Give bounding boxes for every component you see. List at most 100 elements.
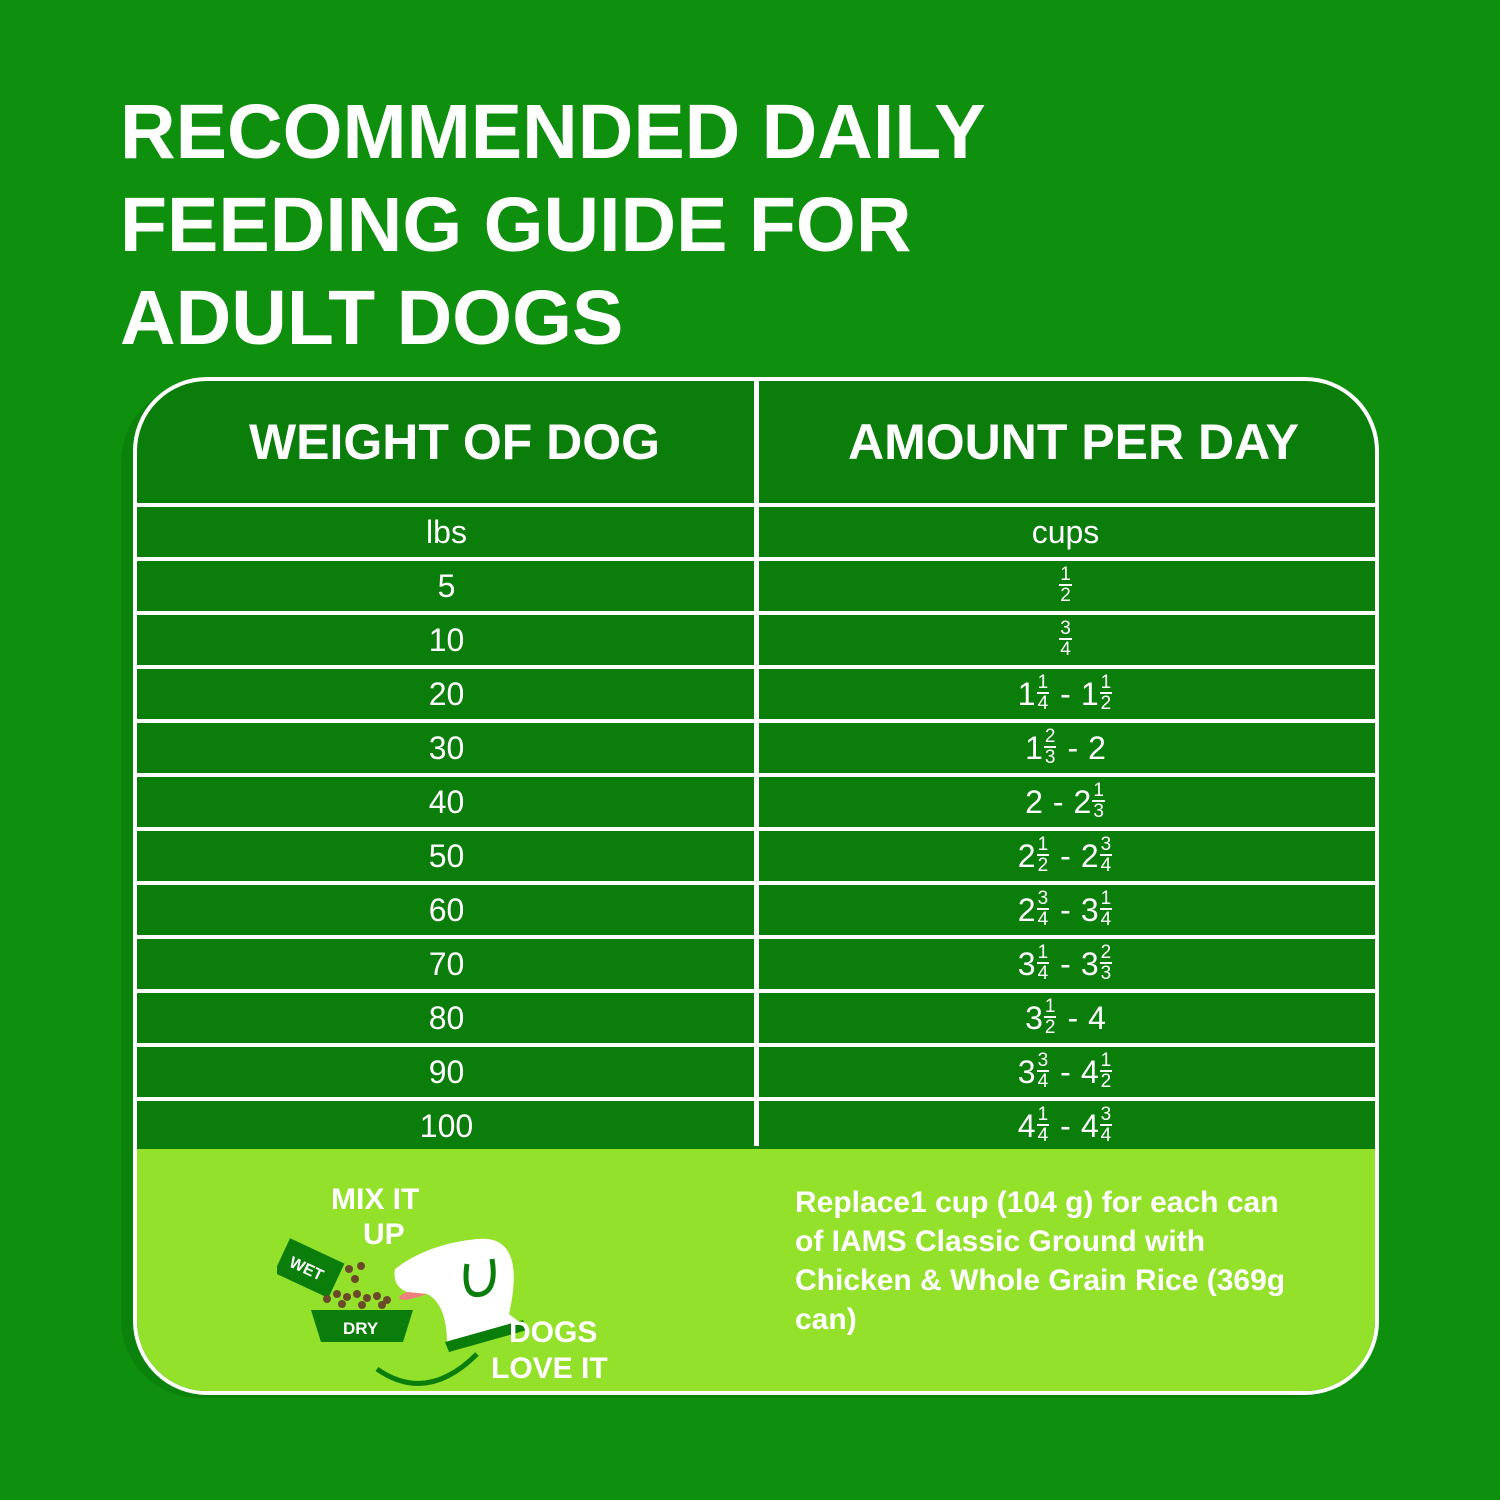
dog-head-icon (394, 1238, 527, 1352)
table-row: 50 2 1 2-2 3 4 (137, 831, 1375, 881)
table-row: 20 1 1 4-1 1 2 (137, 669, 1375, 719)
weight-cell: lbs (426, 513, 467, 550)
table-row: 70 3 1 4-3 2 3 (137, 939, 1375, 989)
whole-number: 2 (1080, 837, 1099, 874)
table-header: WEIGHT OF DOG AMOUNT PER DAY (137, 381, 1375, 503)
weight-cell: 10 (428, 621, 465, 658)
whole-number: 3 (1080, 891, 1099, 928)
dry-label: DRY (343, 1319, 379, 1338)
whole-number: 3 (1017, 945, 1036, 982)
whole-number: 2 (1025, 783, 1043, 820)
table-row: 10 3 4 (137, 615, 1375, 665)
table-row: 40 2-2 1 3 (137, 777, 1375, 827)
range-dash: - (1060, 945, 1071, 982)
range-dash: - (1060, 1053, 1071, 1090)
table-row: 90 3 3 4-4 1 2 (137, 1047, 1375, 1097)
whole-number: 3 (1017, 1053, 1036, 1090)
feeding-table: WEIGHT OF DOG AMOUNT PER DAY lbs cups 5 1 2 1… (133, 377, 1379, 1395)
kibble-icon (323, 1262, 391, 1309)
whole-number: 2 (1017, 837, 1036, 874)
range-dash: - (1052, 783, 1064, 820)
header-amount: AMOUNT PER DAY (848, 414, 1299, 470)
weight-cell: 60 (428, 891, 465, 928)
whole-number: 2 (1088, 729, 1106, 766)
whole-number: 3 (1025, 999, 1043, 1036)
whole-number: 3 (1080, 945, 1099, 982)
weight-cell: 70 (428, 945, 465, 982)
weight-cell: 80 (428, 999, 465, 1036)
whole-number: 2 (1017, 891, 1036, 928)
units-row: lbs cups (137, 507, 1375, 557)
replacement-note: Replace1 cup (104 g) for each can of IAM… (795, 1186, 1286, 1336)
up-label: UP (363, 1218, 405, 1251)
weight-cell: 5 (437, 567, 456, 604)
whole-number: 4 (1080, 1053, 1099, 1090)
mix-section: MIX IT UP WET DRY DOGS LOVE IT Replace1 (137, 1149, 1375, 1391)
range-dash: - (1067, 729, 1079, 766)
dogs-label: DOGS (509, 1316, 597, 1349)
whole-number: 1 (1017, 675, 1036, 712)
whole-number: 4 (1088, 999, 1106, 1036)
page-title: RECOMMENDED DAILY FEEDING GUIDE FOR ADUL… (120, 89, 986, 361)
mix-it-up-illustration: MIX IT UP WET DRY DOGS LOVE IT (277, 1183, 608, 1386)
column-divider (754, 381, 759, 1146)
header-weight: WEIGHT OF DOG (248, 414, 661, 470)
weight-cell: 40 (428, 783, 465, 820)
mix-label: MIX IT (331, 1183, 419, 1216)
whole-number: 2 (1073, 783, 1092, 820)
love-label: LOVE IT (491, 1352, 608, 1385)
table-row: 30 1 2 3-2 (137, 723, 1375, 773)
whole-number: 4 (1080, 1107, 1099, 1144)
wet-food-pouch-icon: WET (277, 1238, 345, 1299)
whole-number: 1 (1025, 729, 1043, 766)
dry-bowl-icon (311, 1310, 413, 1342)
table-row: 100 4 1 4-4 3 4 (137, 1101, 1375, 1151)
weight-cell: 90 (428, 1053, 465, 1090)
whole-number: 1 (1080, 675, 1099, 712)
weight-cell: 30 (428, 729, 465, 766)
range-dash: - (1060, 837, 1071, 874)
cycle-arrow-icon (375, 1352, 479, 1386)
range-dash: - (1060, 675, 1071, 712)
weight-cell: 50 (428, 837, 465, 874)
amount-cell: cups (1031, 513, 1100, 550)
range-dash: - (1067, 999, 1079, 1036)
